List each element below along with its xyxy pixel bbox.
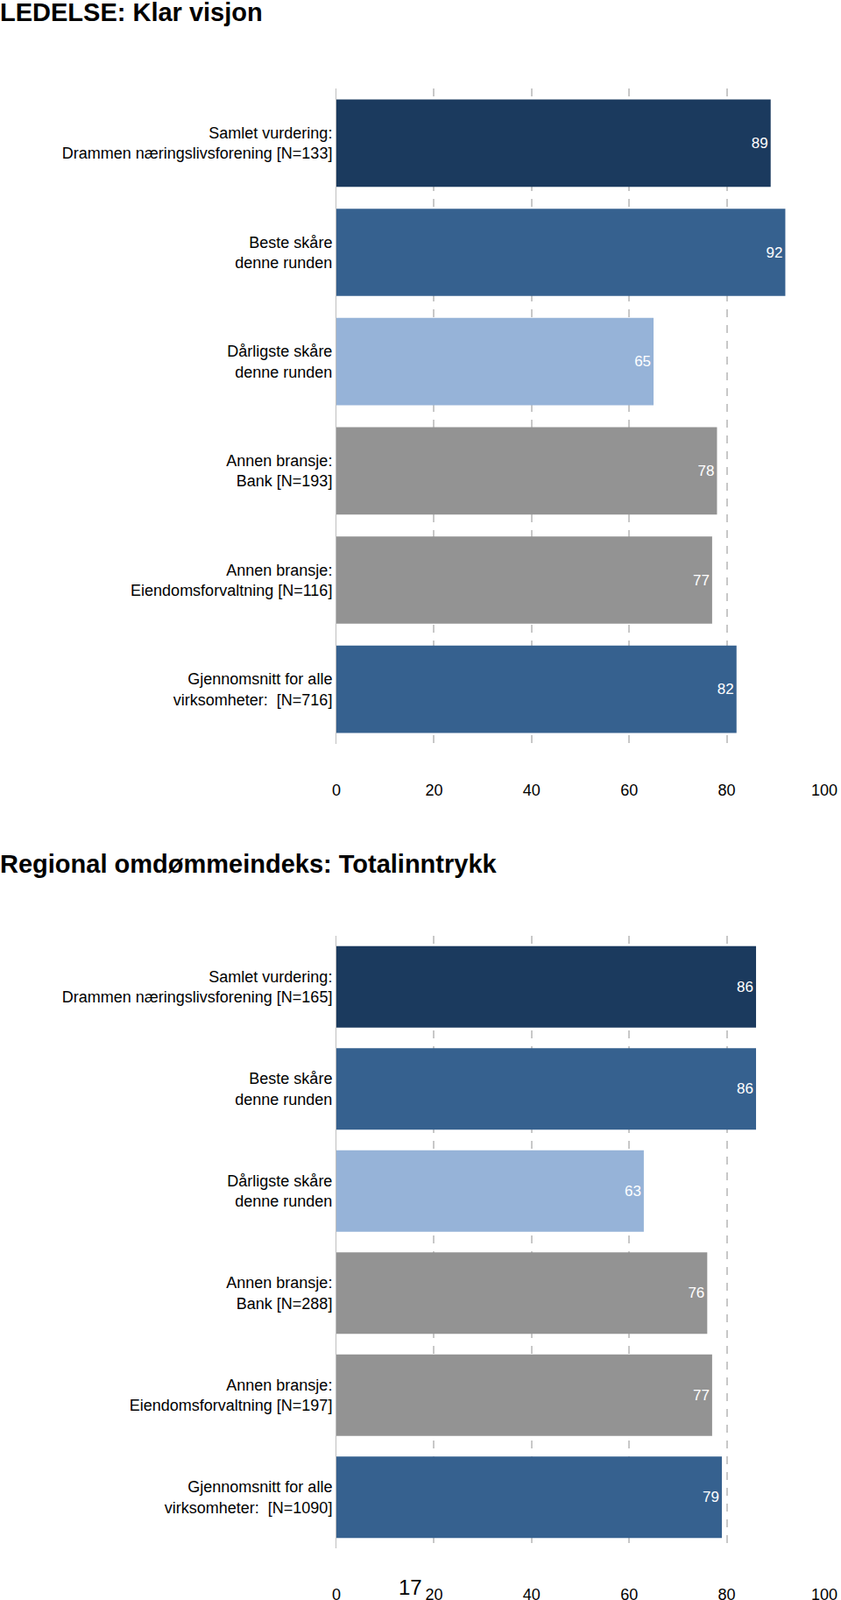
svg-text:Beste skåredenne runden: Beste skåredenne runden [234, 1069, 333, 1108]
svg-text:63: 63 [624, 1182, 642, 1200]
svg-text:40: 40 [522, 1585, 541, 1600]
svg-text:40: 40 [522, 781, 541, 799]
svg-text:20: 20 [424, 781, 443, 799]
svg-text:0: 0 [332, 781, 341, 799]
svg-text:86: 86 [736, 1080, 754, 1097]
svg-text:86: 86 [736, 978, 754, 996]
svg-text:0: 0 [332, 1585, 341, 1600]
svg-text:Annen bransje:Bank [N=193]: Annen bransje:Bank [N=193] [226, 452, 333, 490]
svg-text:Annen bransje:Eiendomsforvaltn: Annen bransje:Eiendomsforvaltning [N=116… [130, 561, 333, 600]
svg-text:Gjennomsnitt for allevirksomhe: Gjennomsnitt for allevirksomheter: [N=10… [164, 1477, 333, 1516]
svg-text:Beste skåredenne runden: Beste skåredenne runden [234, 233, 333, 272]
svg-text:89: 89 [751, 134, 769, 152]
svg-text:Annen bransje:Eiendomsforvaltn: Annen bransje:Eiendomsforvaltning [N=197… [129, 1376, 333, 1414]
svg-text:Annen bransje:Bank [N=288]: Annen bransje:Bank [N=288] [226, 1273, 333, 1312]
svg-text:Samlet vurdering:Drammen nærin: Samlet vurdering:Drammen næringslivsfore… [62, 968, 333, 1006]
svg-text:100: 100 [811, 1585, 838, 1600]
html-text:17: 17 [398, 1575, 422, 1599]
svg-text:60: 60 [620, 1585, 638, 1600]
svg-text:77: 77 [692, 1386, 710, 1404]
svg-text:79: 79 [702, 1488, 720, 1506]
svg-text:20: 20 [424, 1585, 443, 1600]
svg-text:82: 82 [717, 680, 735, 698]
svg-text:78: 78 [698, 462, 715, 480]
svg-text:Regional omdømmeindeks: Totali: Regional omdømmeindeks: Totalinntrykk [0, 849, 498, 878]
svg-text:92: 92 [766, 244, 784, 262]
svg-text:Dårligste skåredenne runden: Dårligste skåredenne runden [226, 1172, 333, 1210]
svg-text:60: 60 [620, 781, 638, 799]
svg-text:65: 65 [634, 353, 651, 370]
svg-text:77: 77 [692, 572, 710, 589]
svg-text:Gjennomsnitt for allevirksomhe: Gjennomsnitt for allevirksomheter: [N=71… [173, 670, 333, 708]
svg-text:LEDELSE: Klar visjon: LEDELSE: Klar visjon [0, 0, 263, 27]
svg-text:80: 80 [718, 1585, 736, 1600]
svg-text:100: 100 [811, 781, 838, 799]
svg-text:Samlet vurdering:Drammen nærin: Samlet vurdering:Drammen næringslivsfore… [62, 124, 333, 163]
svg-text:Dårligste skåredenne runden: Dårligste skåredenne runden [226, 342, 333, 381]
svg-text:80: 80 [718, 781, 736, 799]
svg-text:76: 76 [687, 1284, 705, 1301]
